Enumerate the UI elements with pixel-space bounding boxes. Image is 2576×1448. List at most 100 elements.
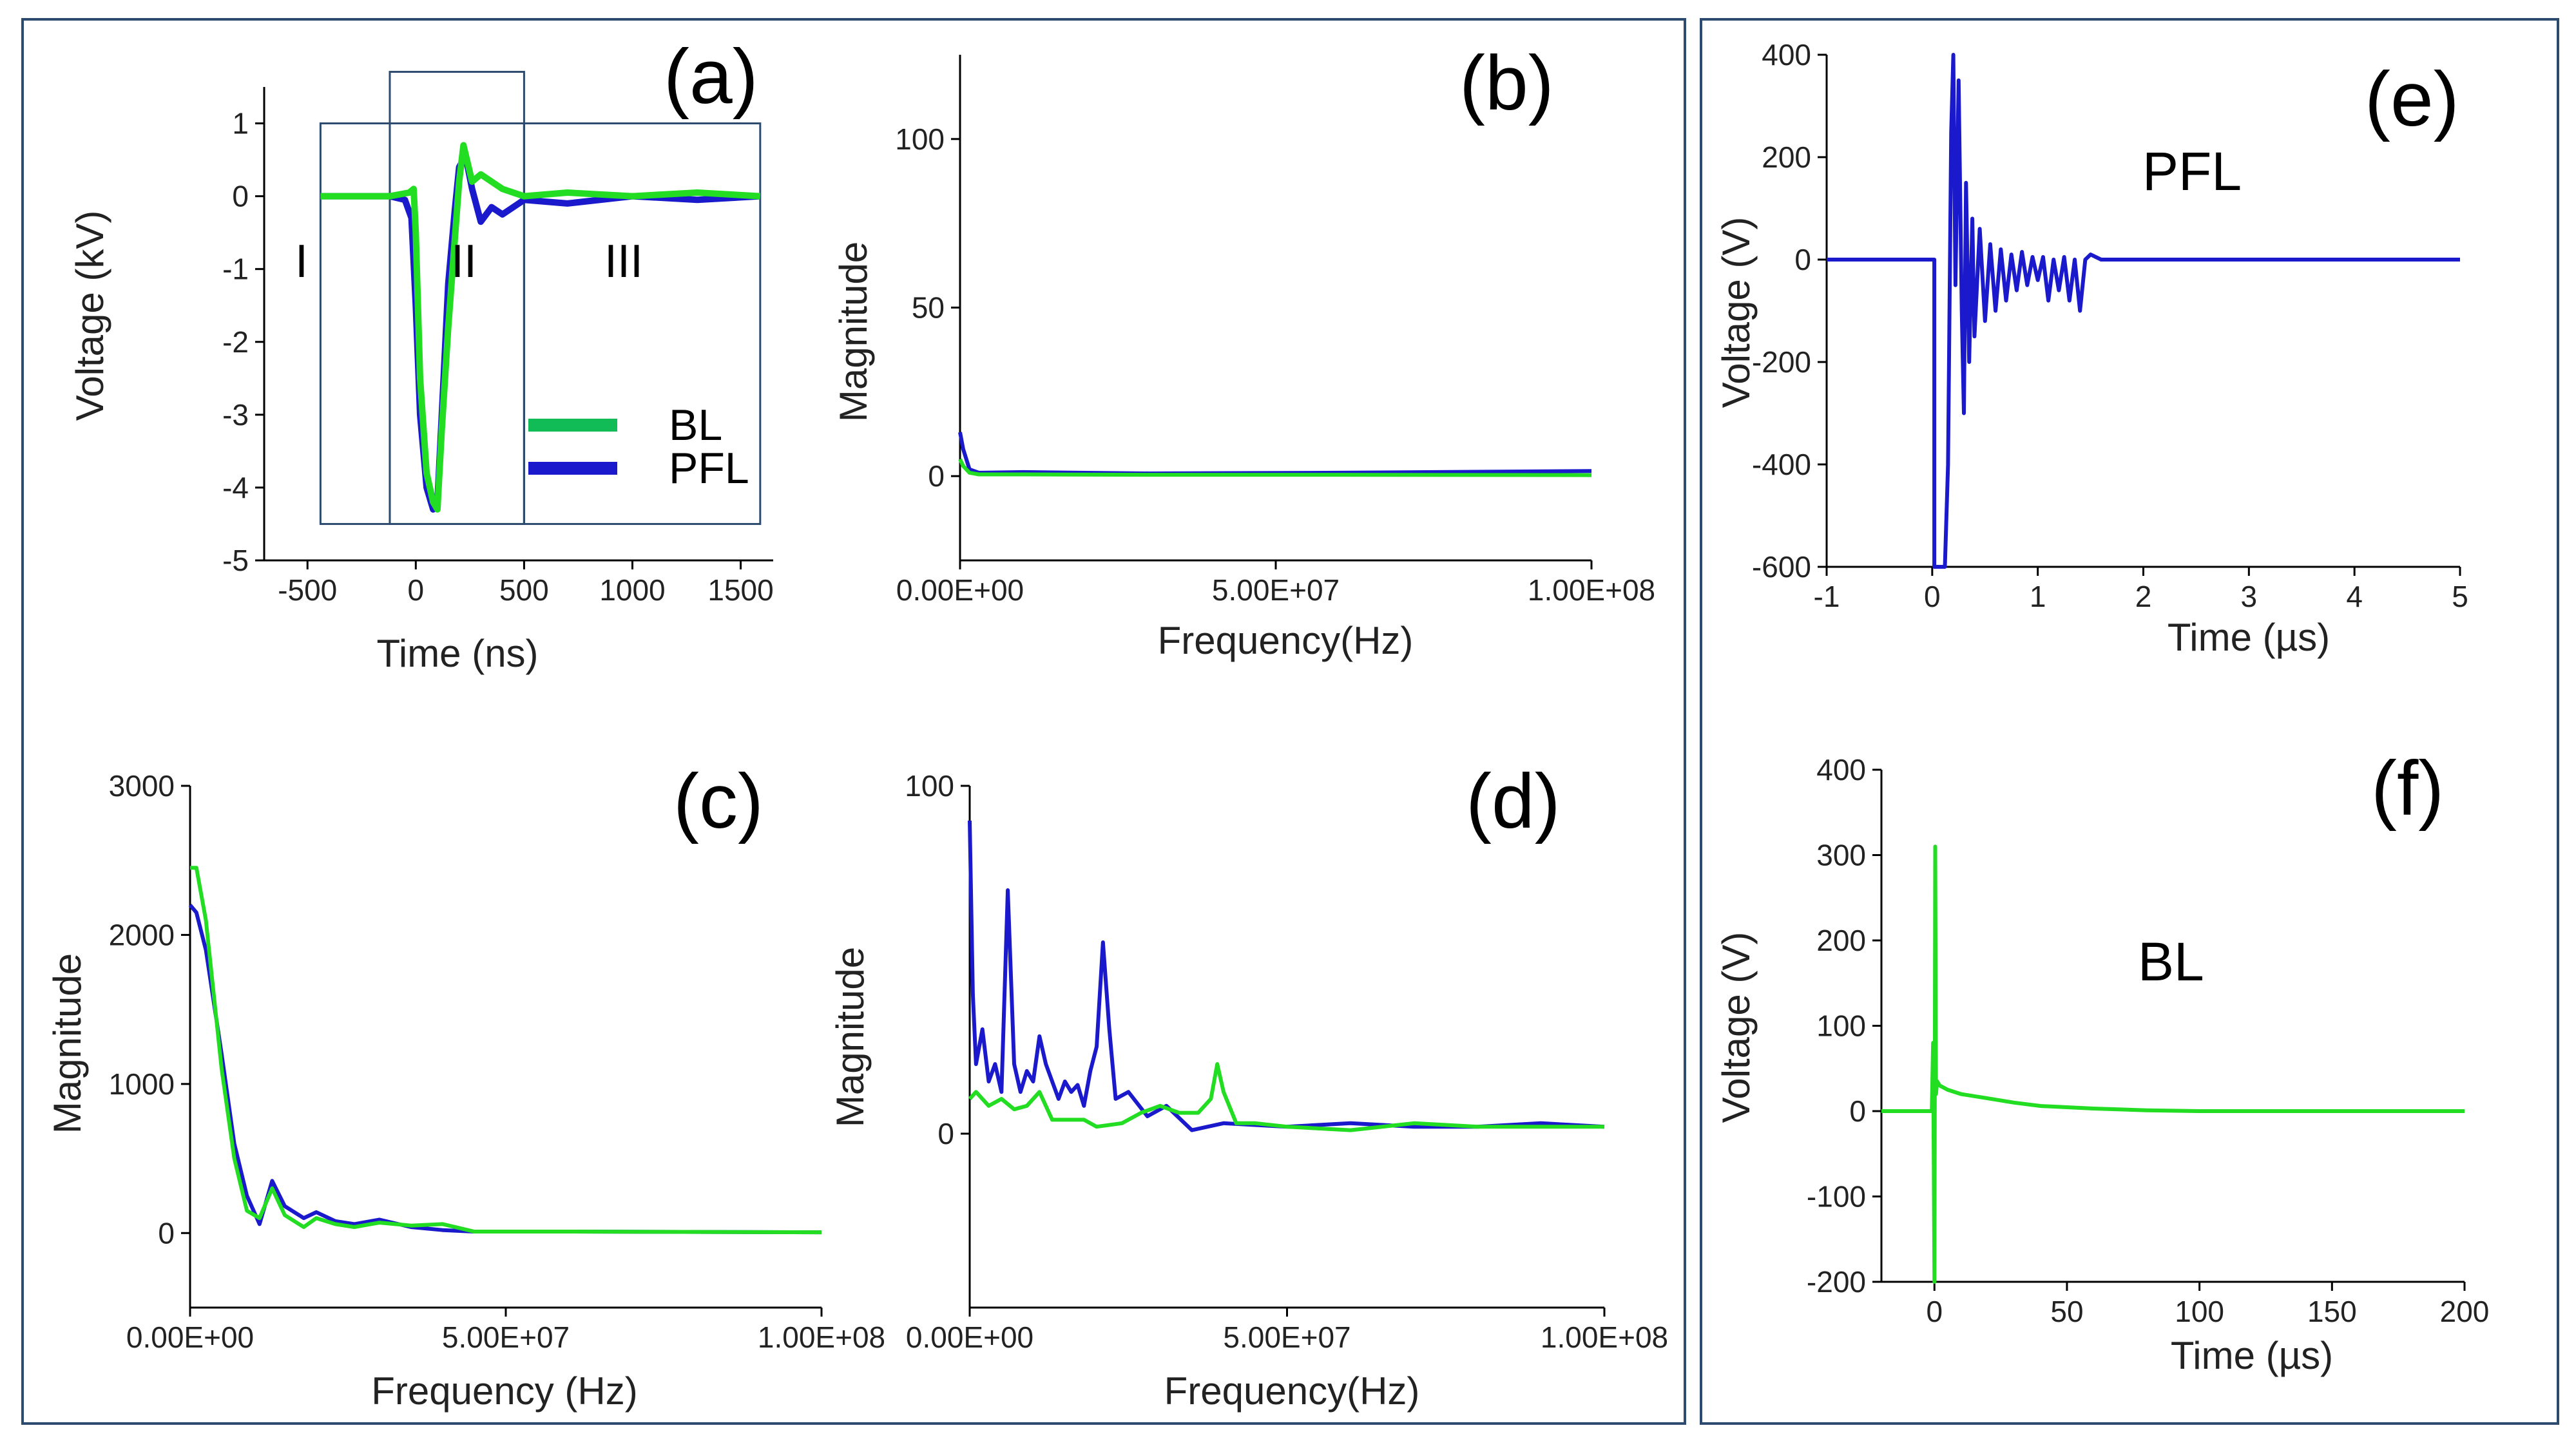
panel-f-annotation: BL [2138,931,2204,992]
x-tick-label: 0.00E+00 [896,573,1024,607]
series-line-bl [190,866,822,1235]
series-line-bl [968,1062,1604,1132]
y-tick-label: 400 [1816,753,1866,786]
x-tick-label: -500 [278,573,337,607]
legend-entry-pfl: PFL [669,444,749,493]
x-tick-label: 100 [2175,1295,2224,1328]
series-line-bl [320,142,761,513]
series-line-bl [958,458,1592,477]
y-tick-label: 3000 [109,769,175,803]
y-tick-label: 100 [905,769,954,803]
region-box-ii [389,71,525,525]
panel-e-xlabel: Time (µs) [2167,616,2330,659]
y-tick-label: 300 [1816,839,1866,872]
series-line-pfl [1827,53,2460,569]
panel-c-label: (c) [673,758,764,844]
x-tick-label: 3 [2241,580,2258,613]
panel-d-xlabel: Frequency(Hz) [1164,1369,1420,1413]
legend-entry-bl: BL [669,401,722,450]
y-tick-label: 0 [1794,243,1811,276]
panel-c-ylabel: Magnitude [46,953,89,1134]
panel-c: 0.00E+00 5.00E+07 1.00E+08 0 1000 2000 3000 (c… [46,758,885,1413]
region-label-1: I [295,236,308,287]
y-tick-label: 2000 [109,918,175,951]
panel-e-annotation: PFL [2142,141,2242,202]
series-line-bl [1881,844,2465,1284]
series-line-pfl [968,820,1605,1132]
left-group-frame [21,18,1686,1425]
x-tick-label: 1.00E+08 [758,1320,885,1354]
x-tick-label: 1000 [599,573,665,607]
series-line-pfl [958,432,1592,475]
panel-e-ylabel: Voltage (V) [1715,217,1758,408]
panel-a-xlabel: Time (ns) [376,632,538,675]
y-tick-label: -200 [1752,345,1811,379]
panel-a-label: (a) [664,33,758,120]
x-tick-label: 1.00E+08 [1541,1320,1668,1354]
x-tick-label: 5.00E+07 [1212,573,1340,607]
y-tick-label: 200 [1762,140,1811,174]
y-tick-label: 0 [232,180,249,213]
region-box [319,122,391,525]
panel-f-xlabel: Time (µs) [2171,1334,2333,1377]
right-group-frame [1700,18,2559,1425]
x-tick-label: 0 [1924,580,1941,613]
y-tick-label: -600 [1752,550,1811,584]
panel-b-ylabel: Magnitude [832,242,875,422]
y-tick-label: 200 [1816,924,1866,957]
panel-d-ylabel: Magnitude [829,947,872,1127]
y-tick-label: -5 [222,544,249,577]
y-tick-label: 1000 [109,1067,175,1101]
x-tick-label: 0 [408,573,425,607]
y-tick-label: 0 [937,1117,954,1150]
x-tick-label: 1.00E+08 [1528,573,1655,607]
x-tick-label: 2 [2135,580,2152,613]
series-line-pfl [188,904,822,1235]
panel-b-label: (b) [1459,40,1554,126]
x-tick-label: 500 [499,573,549,607]
x-tick-label: 0.00E+00 [906,1320,1033,1354]
region-label-2: II [451,236,477,287]
y-tick-label: -100 [1807,1180,1866,1214]
panel-a: -500 0 500 1000 1500 -5 -4 -3 -2 -1 0 1 (a) Time (n… [68,33,774,675]
x-tick-label: -1 [1814,580,1840,613]
y-tick-label: -1 [222,252,249,286]
x-tick-label: 0 [1926,1295,1943,1328]
y-tick-label: -3 [222,398,249,432]
x-tick-label: 5.00E+07 [1223,1320,1350,1354]
y-tick-label: -400 [1752,448,1811,481]
x-tick-label: 1500 [707,573,773,607]
panel-f: 0 50 100 150 200 -200 -100 0 100 200 300 400 (f) BL… [1715,745,2489,1377]
y-tick-label: 100 [895,122,945,156]
y-tick-label: 0 [1849,1094,1866,1128]
y-tick-label: 100 [1816,1009,1866,1043]
x-tick-label: 5 [2452,580,2468,613]
y-tick-label: -2 [222,325,249,359]
y-tick-label: -200 [1807,1265,1866,1299]
panel-f-ylabel: Voltage (V) [1715,932,1758,1123]
x-tick-label: 0.00E+00 [126,1320,254,1354]
y-tick-label: 1 [232,107,249,140]
panel-b: 0.00E+00 5.00E+07 1.00E+08 0 50 100 (b) Frequ… [832,40,1655,662]
region-label-3: III [604,236,643,287]
x-tick-label: 1 [2030,580,2046,613]
panel-e-label: (e) [2365,56,2459,142]
x-tick-label: 5.00E+07 [442,1320,570,1354]
x-tick-label: 150 [2307,1295,2357,1328]
panel-a-ylabel: Voltage (kV) [68,211,111,421]
panel-d: 0.00E+00 5.00E+07 1.00E+08 0 100 (d) Frequen… [829,758,1668,1413]
panel-d-label: (d) [1466,758,1561,844]
x-tick-label: 200 [2440,1295,2490,1328]
x-tick-label: 4 [2346,580,2363,613]
panel-c-xlabel: Frequency (Hz) [371,1369,637,1413]
y-tick-label: 0 [158,1216,175,1250]
x-tick-label: 50 [2050,1295,2083,1328]
y-tick-label: 0 [928,459,945,493]
y-tick-label: 50 [912,291,945,325]
y-tick-label: -4 [222,471,249,504]
y-tick-label: 400 [1762,38,1811,71]
panel-f-label: (f) [2371,745,2444,832]
panel-e: -1 0 1 2 3 4 5 -600 -400 -200 0 200 400 (e) PFL Time… [1715,38,2468,659]
legend: BL PFL [528,401,749,493]
